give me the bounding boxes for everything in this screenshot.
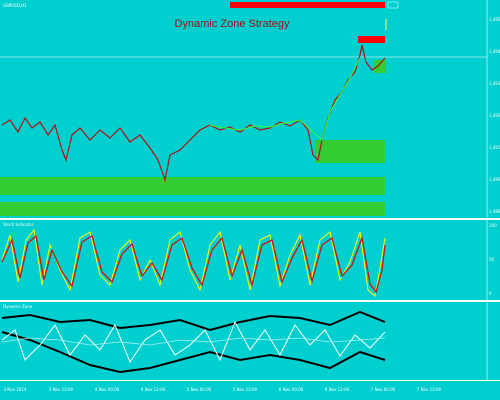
price-label: 1.4905	[489, 177, 500, 182]
label-box	[387, 1, 399, 9]
panel-label: Stoch Indicator	[3, 222, 34, 227]
demand-zone	[315, 140, 385, 163]
top-bar	[230, 2, 385, 8]
time-label: 4 Nov 00:00	[95, 387, 120, 392]
demand-zone	[0, 177, 385, 195]
price-label: 1.4895	[489, 209, 500, 214]
time-label: 6 Nov 00:00	[279, 387, 304, 392]
symbol-label: GBPUSD,H1	[3, 3, 27, 8]
demand-zone	[374, 60, 386, 73]
stoch-label: 50	[489, 257, 495, 262]
separator	[0, 300, 500, 302]
price-label: 1.4925	[489, 113, 500, 118]
price-axis: 1.4955 1.4945 1.4935 1.4925 1.4915 1.4905 1.48…	[489, 17, 500, 214]
price-label: 1.4935	[489, 81, 500, 86]
time-label: 7 Nov 12:00	[417, 387, 442, 392]
stoch-signal	[1, 234, 386, 294]
lower-band	[1, 331, 386, 374]
panel-label: Dynamic Zone	[3, 304, 33, 309]
time-label: 5 Nov 12:00	[233, 387, 258, 392]
separator	[0, 380, 500, 381]
stoch-label: 0	[489, 291, 492, 296]
oscillator-signal	[1, 337, 386, 346]
time-label: 5 Nov 00:00	[187, 387, 212, 392]
time-label: 7 Nov 00:00	[371, 387, 396, 392]
time-label: 3 Nov 2014	[3, 387, 27, 392]
price-candles	[209, 57, 361, 141]
stoch-label: 100	[489, 223, 497, 228]
price-label: 1.4915	[489, 145, 500, 150]
price-label: 1.4955	[489, 17, 500, 22]
oscillator	[1, 320, 386, 364]
upper-band	[1, 310, 386, 332]
stoch-axis: 100 50 0	[489, 223, 497, 296]
time-label: 4 Nov 12:00	[141, 387, 166, 392]
demand-zone	[0, 202, 385, 216]
strategy-title: Dynamic Zone Strategy	[175, 18, 290, 30]
time-axis: 3 Nov 2014 3 Nov 12:00 4 Nov 00:00 4 Nov 12…	[3, 387, 441, 392]
stoch-line	[1, 228, 386, 297]
time-label: 6 Nov 12:00	[325, 387, 350, 392]
price-label: 1.4945	[489, 49, 500, 54]
separator	[0, 218, 500, 220]
time-label: 3 Nov 12:00	[49, 387, 74, 392]
supply-zone	[358, 36, 385, 43]
